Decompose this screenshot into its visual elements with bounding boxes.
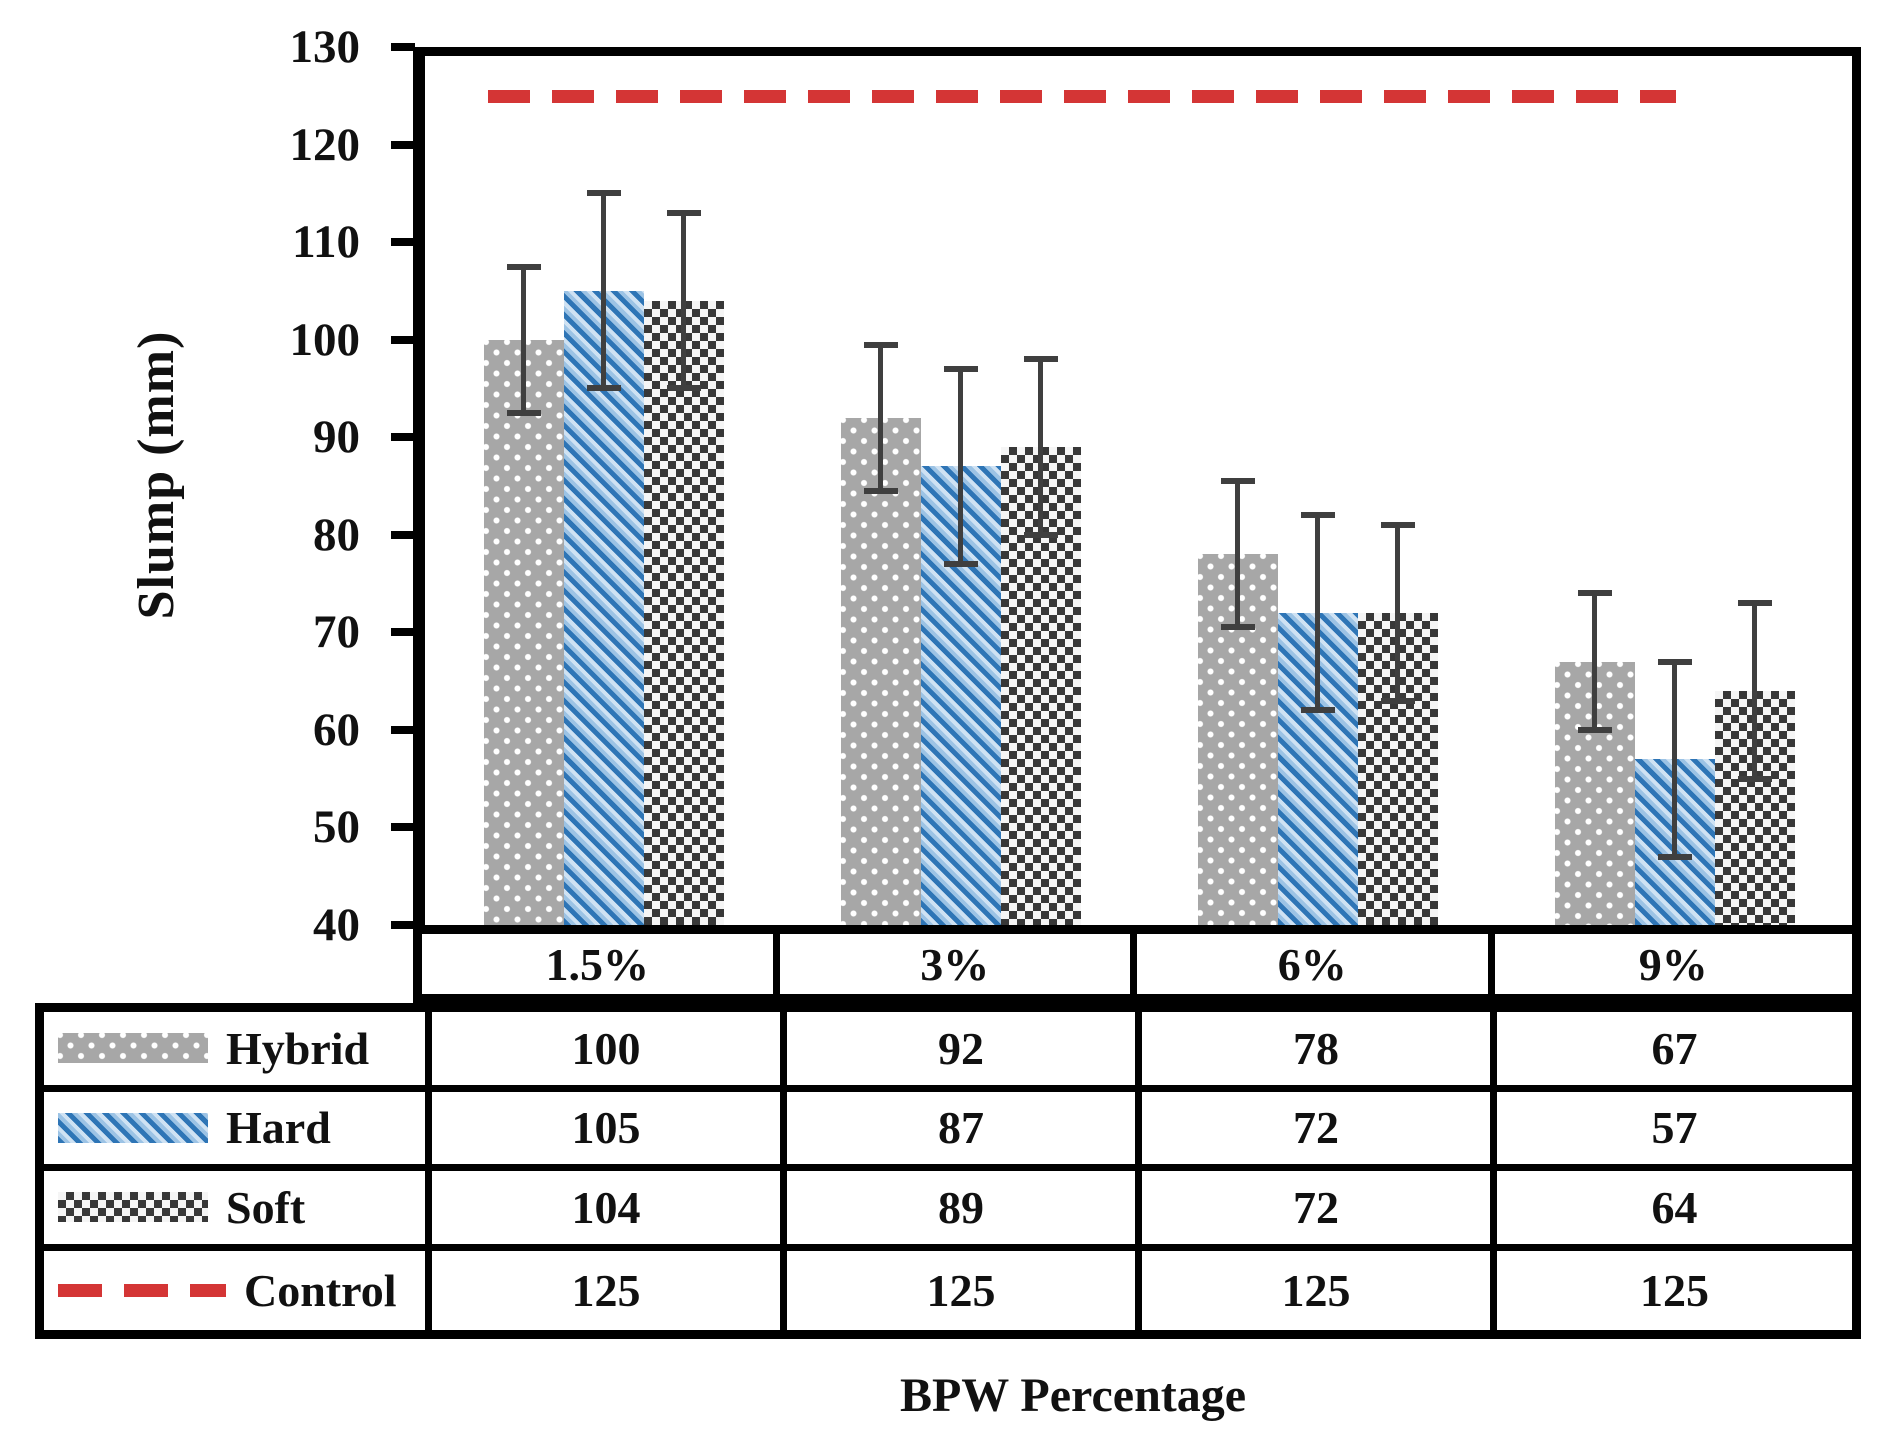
y-tick-label-80: 80 — [313, 508, 360, 561]
error-bar-hybrid-3% — [878, 344, 883, 491]
error-cap-bottom-soft-3% — [1023, 531, 1058, 538]
value-cell-hybrid-1.5%: 100 — [432, 1012, 787, 1092]
error-cap-top-soft-3% — [1023, 356, 1058, 363]
y-tick-mark-40 — [391, 921, 415, 929]
error-bar-hard-3% — [958, 368, 963, 565]
error-cap-bottom-hard-9% — [1657, 853, 1692, 860]
error-cap-bottom-soft-6% — [1380, 697, 1415, 704]
y-tick-mark-110 — [391, 238, 415, 247]
category-header-6%: 6% — [1137, 934, 1495, 994]
error-cap-top-hard-1.5% — [586, 190, 621, 197]
error-bar-soft-1.5% — [681, 212, 686, 389]
y-tick-mark-50 — [391, 823, 415, 832]
legend-and-values-table: Hybrid 100 92 78 67 Hard 105 87 72 57 Soft 104 89 72 6… — [35, 1003, 1861, 1339]
value-cell-hybrid-9%: 67 — [1497, 1012, 1852, 1092]
error-cap-bottom-hard-1.5% — [586, 385, 621, 392]
value-cell-hybrid-3%: 92 — [787, 1012, 1142, 1092]
hard-swatch-icon — [58, 1112, 208, 1143]
error-cap-top-hard-3% — [943, 365, 978, 372]
y-tick-mark-130 — [391, 43, 415, 51]
legend-label-control: Control — [244, 1264, 397, 1316]
value-cell-control-6%: 125 — [1142, 1250, 1497, 1330]
y-tick-mark-120 — [391, 140, 415, 149]
error-cap-top-hybrid-3% — [863, 341, 898, 348]
value-cell-hard-6%: 72 — [1142, 1091, 1497, 1171]
x-axis-title: BPW Percentage — [899, 1369, 1247, 1422]
value-cell-hard-1.5%: 105 — [432, 1091, 787, 1171]
y-tick-mark-100 — [391, 335, 415, 344]
bar-hybrid-3% — [840, 417, 921, 925]
error-cap-bottom-hard-6% — [1300, 707, 1335, 714]
y-tick-mark-80 — [391, 530, 415, 539]
error-cap-top-hard-6% — [1300, 512, 1335, 519]
category-header-1.5%: 1.5% — [422, 934, 780, 994]
error-cap-bottom-hybrid-3% — [863, 487, 898, 494]
error-cap-top-hard-9% — [1657, 658, 1692, 665]
value-cell-soft-9%: 64 — [1497, 1171, 1852, 1251]
y-tick-label-60: 60 — [313, 703, 360, 756]
error-bar-hybrid-1.5% — [521, 266, 526, 413]
legend-cell-control: Control — [44, 1250, 432, 1330]
bar-hard-3% — [920, 466, 1001, 925]
y-tick-mark-90 — [391, 433, 415, 442]
error-bar-hard-9% — [1672, 661, 1677, 857]
error-bar-soft-3% — [1038, 359, 1043, 535]
soft-swatch-icon — [58, 1192, 208, 1223]
legend-cell-hard: Hard — [44, 1091, 432, 1171]
y-tick-label-70: 70 — [313, 606, 360, 659]
value-cell-soft-1.5%: 104 — [432, 1171, 787, 1251]
category-header-row: 1.5% 3% 6% 9% — [413, 925, 1861, 1003]
value-cell-hard-9%: 57 — [1497, 1092, 1852, 1171]
bar-hard-1.5% — [563, 290, 644, 925]
control-swatch-icon — [58, 1283, 226, 1297]
value-cell-hard-3%: 87 — [787, 1091, 1142, 1171]
error-cap-bottom-hybrid-1.5% — [506, 409, 541, 416]
value-cell-soft-3%: 89 — [787, 1171, 1142, 1251]
category-header-3%: 3% — [780, 934, 1137, 994]
y-tick-label-50: 50 — [313, 801, 360, 854]
y-tick-label-110: 110 — [292, 216, 360, 269]
y-tick-label-40: 40 — [313, 899, 360, 951]
y-tick-label-130: 130 — [289, 21, 361, 73]
legend-label-hybrid: Hybrid — [226, 1022, 370, 1074]
error-cap-top-soft-1.5% — [666, 209, 701, 216]
error-cap-top-hybrid-1.5% — [506, 263, 541, 270]
error-bar-soft-9% — [1752, 603, 1757, 779]
value-cell-hybrid-6%: 78 — [1142, 1012, 1497, 1092]
error-bar-hard-1.5% — [601, 193, 606, 389]
y-tick-mark-60 — [391, 725, 415, 734]
value-cell-control-1.5%: 125 — [432, 1250, 787, 1330]
error-cap-top-hybrid-9% — [1577, 590, 1612, 597]
value-cell-control-9%: 125 — [1640, 1264, 1709, 1316]
category-header-9%: 9% — [1638, 938, 1708, 990]
hybrid-swatch-icon — [58, 1033, 208, 1064]
error-cap-bottom-hybrid-9% — [1577, 726, 1612, 733]
error-cap-bottom-soft-1.5% — [666, 385, 701, 392]
bar-soft-1.5% — [643, 300, 724, 925]
error-cap-bottom-soft-9% — [1737, 775, 1772, 782]
error-cap-top-soft-6% — [1380, 522, 1415, 529]
error-cap-top-soft-9% — [1737, 600, 1772, 607]
value-cell-soft-6%: 72 — [1142, 1171, 1497, 1251]
y-tick-label-90: 90 — [313, 411, 360, 464]
y-tick-mark-70 — [391, 628, 415, 637]
value-cell-control-3%: 125 — [787, 1250, 1142, 1330]
error-cap-bottom-hard-3% — [943, 561, 978, 568]
legend-cell-soft: Soft — [44, 1171, 432, 1251]
control-dashed-line — [488, 89, 1676, 103]
error-bar-hybrid-9% — [1592, 593, 1597, 730]
legend-label-hard: Hard — [226, 1102, 331, 1154]
error-bar-hybrid-6% — [1235, 481, 1240, 628]
legend-label-soft: Soft — [226, 1181, 306, 1233]
error-cap-top-hybrid-6% — [1220, 478, 1255, 485]
bar-soft-6% — [1357, 612, 1438, 925]
y-tick-label-100: 100 — [289, 313, 361, 366]
bar-hybrid-1.5% — [483, 339, 564, 925]
legend-cell-hybrid: Hybrid — [44, 1012, 432, 1092]
error-cap-bottom-hybrid-6% — [1220, 624, 1255, 631]
error-bar-hard-6% — [1315, 515, 1320, 711]
error-bar-soft-6% — [1395, 525, 1400, 701]
y-tick-label-120: 120 — [289, 118, 361, 171]
